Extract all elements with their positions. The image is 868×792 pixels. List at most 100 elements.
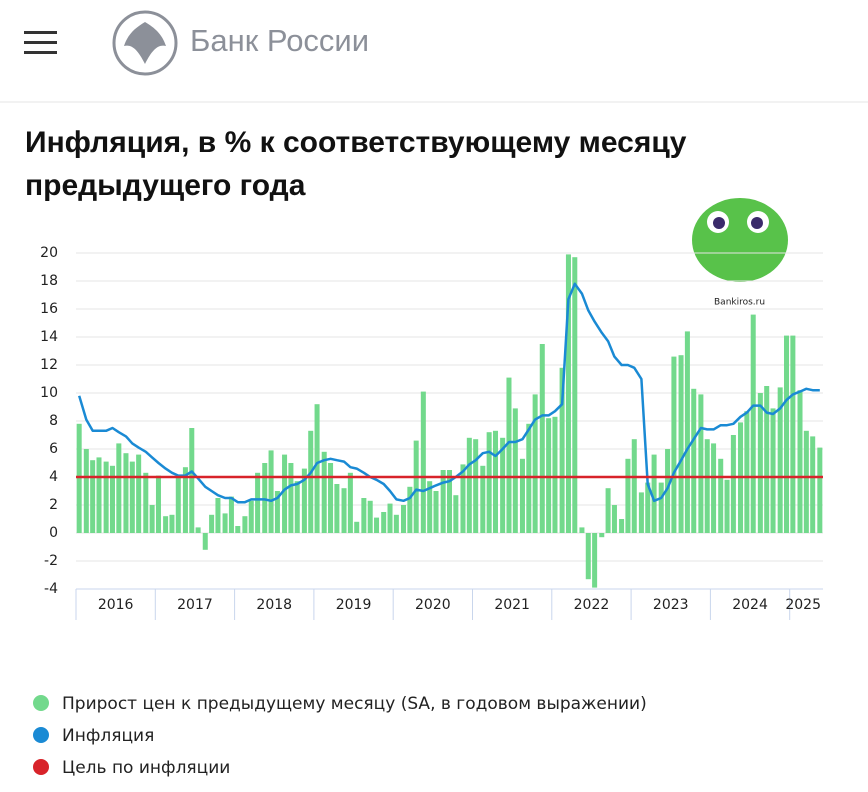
bar xyxy=(76,423,82,533)
bar xyxy=(480,465,486,533)
bar xyxy=(684,331,690,533)
x-tick-label: 2022 xyxy=(574,597,610,613)
bar xyxy=(744,411,750,533)
bar xyxy=(784,335,790,533)
bar xyxy=(526,423,532,533)
bar xyxy=(175,475,181,533)
x-tick-label: 2017 xyxy=(177,597,213,613)
bar xyxy=(215,498,221,533)
x-tick-label: 2025 xyxy=(785,597,821,613)
bar xyxy=(519,458,525,533)
bar xyxy=(645,482,651,533)
bar xyxy=(169,514,175,533)
bar xyxy=(274,491,280,533)
bar xyxy=(605,488,611,533)
bar xyxy=(532,394,538,533)
bar xyxy=(103,461,109,533)
bar xyxy=(195,527,201,533)
y-tick-label: 0 xyxy=(49,525,58,541)
bar xyxy=(638,492,644,533)
y-tick-label: 20 xyxy=(40,245,58,261)
chart-title: Инфляция, в % к соответствующему месяцу xyxy=(25,126,687,159)
bar xyxy=(90,460,96,533)
bar xyxy=(817,447,823,533)
line xyxy=(78,282,820,504)
bar xyxy=(393,514,399,533)
bar xyxy=(235,526,241,533)
bar xyxy=(420,391,426,533)
bar xyxy=(294,481,300,533)
bar xyxy=(665,449,671,533)
bar xyxy=(559,367,565,533)
bar xyxy=(453,495,459,533)
bar xyxy=(777,387,783,533)
bar xyxy=(678,355,684,533)
bar xyxy=(433,491,439,533)
bar xyxy=(546,418,552,533)
bar xyxy=(400,505,407,533)
bar xyxy=(724,479,730,533)
logo-ring xyxy=(112,10,178,76)
menu-bar xyxy=(24,51,57,54)
legend-dot xyxy=(33,695,49,711)
bar xyxy=(619,519,625,533)
bar xyxy=(427,481,433,533)
logo[interactable]: Банк России xyxy=(112,10,369,76)
watermark: Bankiros.ru xyxy=(714,298,765,308)
bar xyxy=(354,521,360,533)
bar xyxy=(143,472,149,533)
bar xyxy=(123,453,129,533)
bar xyxy=(718,458,724,533)
bar xyxy=(565,254,571,533)
bar xyxy=(486,432,492,533)
bar xyxy=(262,463,268,533)
legend-dot xyxy=(33,727,49,743)
y-tick-label: 4 xyxy=(49,469,58,485)
bar xyxy=(750,314,756,533)
bar xyxy=(341,488,347,533)
bar xyxy=(347,472,353,533)
bar xyxy=(163,516,169,533)
bar xyxy=(155,475,161,533)
bar xyxy=(797,390,803,533)
y-tick-label: 8 xyxy=(49,413,58,429)
legend-label: Инфляция xyxy=(62,726,154,746)
legend-dot xyxy=(33,759,49,775)
x-tick-label: 2020 xyxy=(415,597,451,613)
bar xyxy=(730,435,736,533)
bar xyxy=(552,416,558,533)
bar xyxy=(228,496,234,533)
y-tick-label: -4 xyxy=(44,581,58,597)
plot: -4 -2 0 2 4 6 8 10 12 14 16 18 20 2016 2017 2018 2019 202… xyxy=(40,245,823,620)
x-tick-label: 2016 xyxy=(98,597,134,613)
bar xyxy=(790,335,796,533)
bar xyxy=(367,500,373,533)
bar xyxy=(209,514,215,533)
bar xyxy=(83,449,89,533)
y-tick-label: -2 xyxy=(44,553,58,569)
y-tick-label: 18 xyxy=(40,273,58,289)
bar xyxy=(242,516,248,533)
menu-button[interactable] xyxy=(24,31,57,54)
bar xyxy=(539,344,545,533)
sticker: Bankiros.ru xyxy=(692,198,788,308)
bar xyxy=(268,450,274,533)
bar xyxy=(334,484,340,533)
bar xyxy=(282,454,288,533)
bar xyxy=(506,377,512,533)
bar xyxy=(288,463,294,533)
x-tick-label: 2021 xyxy=(494,597,530,613)
bar xyxy=(757,393,763,533)
x-tick-label: 2019 xyxy=(336,597,372,613)
bar xyxy=(202,533,208,550)
bar xyxy=(222,513,228,533)
bar xyxy=(149,505,155,533)
y-tick-label: 2 xyxy=(49,497,58,513)
bar xyxy=(625,458,631,533)
x-tick-label: 2023 xyxy=(653,597,689,613)
bar xyxy=(764,386,770,533)
y-tick-label: 12 xyxy=(40,357,58,373)
bar xyxy=(255,472,261,533)
legend-label: Прирост цен к предыдущему месяцу (SA, в … xyxy=(62,694,647,714)
bar xyxy=(466,437,472,533)
